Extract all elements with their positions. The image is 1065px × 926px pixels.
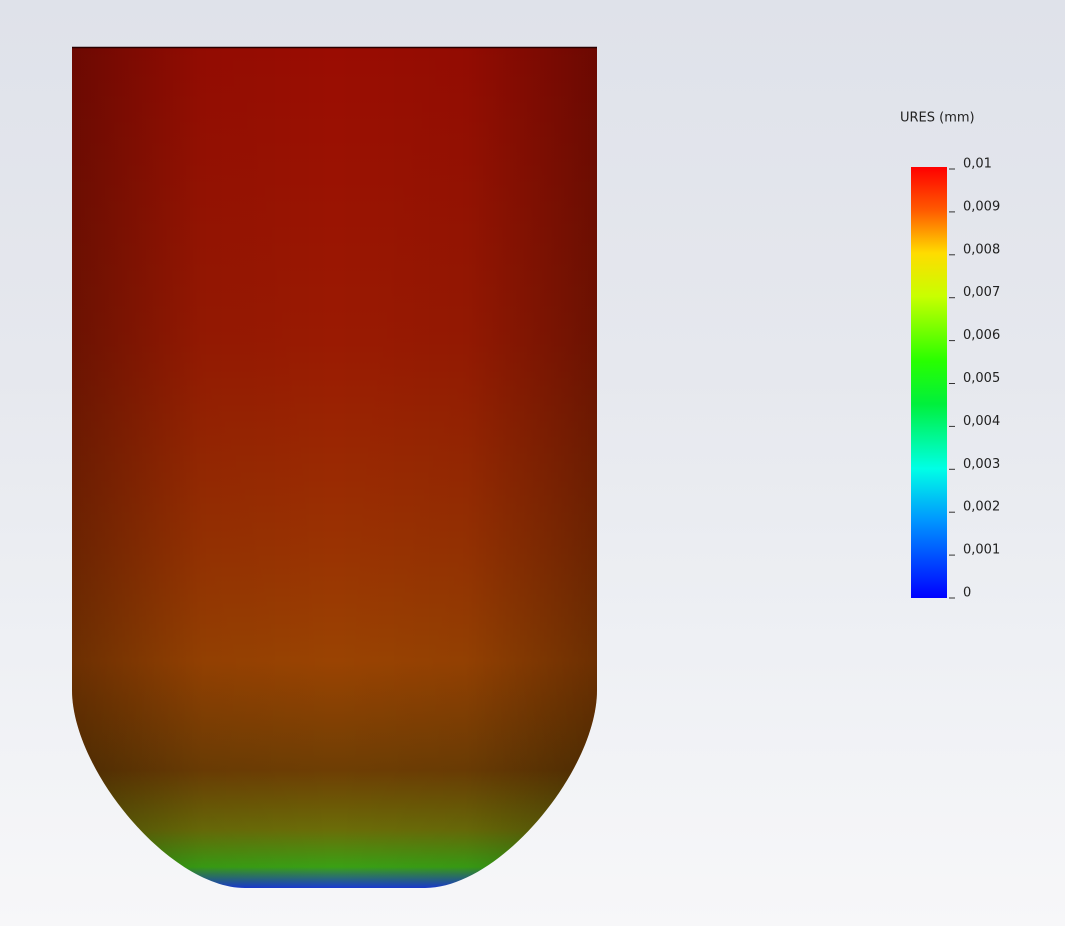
viewport: URES (mm) 0,010,0090,0080,0070,0060,0050… <box>0 0 1065 926</box>
legend-label: 0,003 <box>963 457 1000 472</box>
legend-label: 0,007 <box>963 285 1000 300</box>
legend-label: 0,01 <box>963 157 992 172</box>
legend-label: 0,002 <box>963 500 1000 515</box>
legend-label: 0,006 <box>963 328 1000 343</box>
vessel-shading <box>72 47 597 888</box>
legend-label: 0,008 <box>963 242 1000 257</box>
legend-label: 0,005 <box>963 371 1000 386</box>
scene: URES (mm) 0,010,0090,0080,0070,0060,0050… <box>0 0 1065 926</box>
legend-label: 0,004 <box>963 414 1000 429</box>
legend-label: 0,009 <box>963 199 1000 214</box>
legend-title: URES (mm) <box>900 111 975 126</box>
color-bar <box>911 167 947 598</box>
legend-ticks: 0,01 0,009 0,008 0,007 0,006 0,005 0,004 0,003 0… <box>949 157 1000 601</box>
legend-label: 0 <box>963 586 971 601</box>
legend-label: 0,001 <box>963 543 1000 558</box>
